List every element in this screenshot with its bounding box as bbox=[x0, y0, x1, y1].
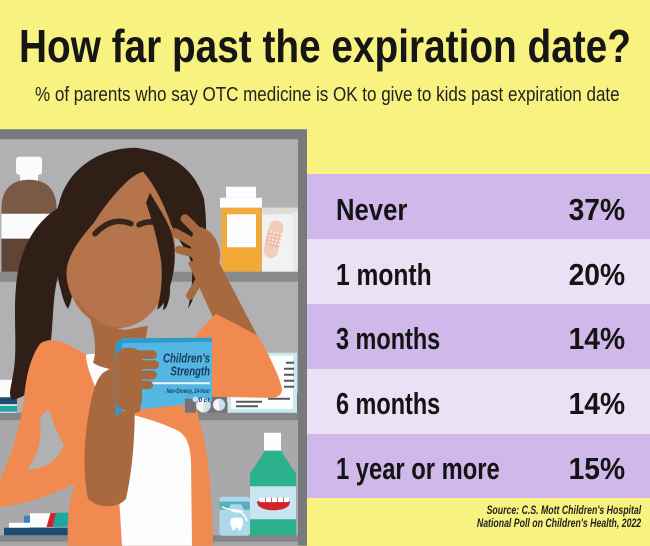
svg-text:Non-Drowsy, 24-hour: Non-Drowsy, 24-hour bbox=[167, 389, 211, 395]
svg-text:Strength: Strength bbox=[171, 364, 211, 378]
svg-text:Children's: Children's bbox=[163, 351, 210, 365]
svg-text:20 ct: 20 ct bbox=[194, 396, 210, 403]
